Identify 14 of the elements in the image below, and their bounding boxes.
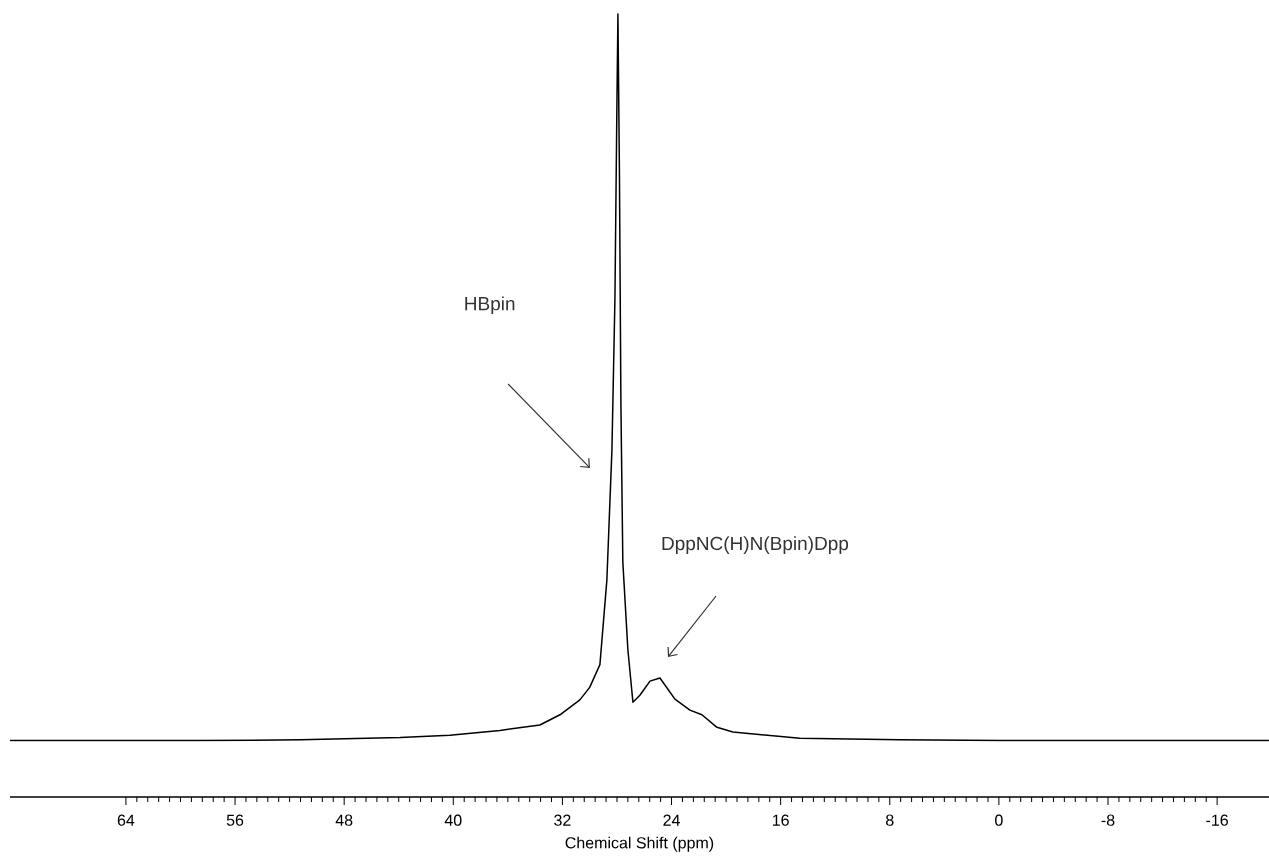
x-tick-label: 48 [335,814,353,826]
x-tick-label: 64 [117,814,135,826]
x-tick-label: -8 [1101,814,1115,826]
x-tick-label: 8 [886,814,894,826]
x-tick-label: 56 [226,814,244,826]
x-tick-label: 24 [663,814,680,826]
x-tick-label: 16 [772,814,789,826]
x-tick-label: 40 [444,814,462,826]
x-tick-label: -16 [1206,814,1228,826]
annotation: HBpin [465,296,515,315]
x-tick-label: 0 [995,814,1003,826]
x-axis-title: Chemical Shift (ppm) [565,836,714,852]
x-tick-label: 32 [554,814,571,826]
annotation: DppNC(H)N(Bpin)Dpp [662,536,849,554]
